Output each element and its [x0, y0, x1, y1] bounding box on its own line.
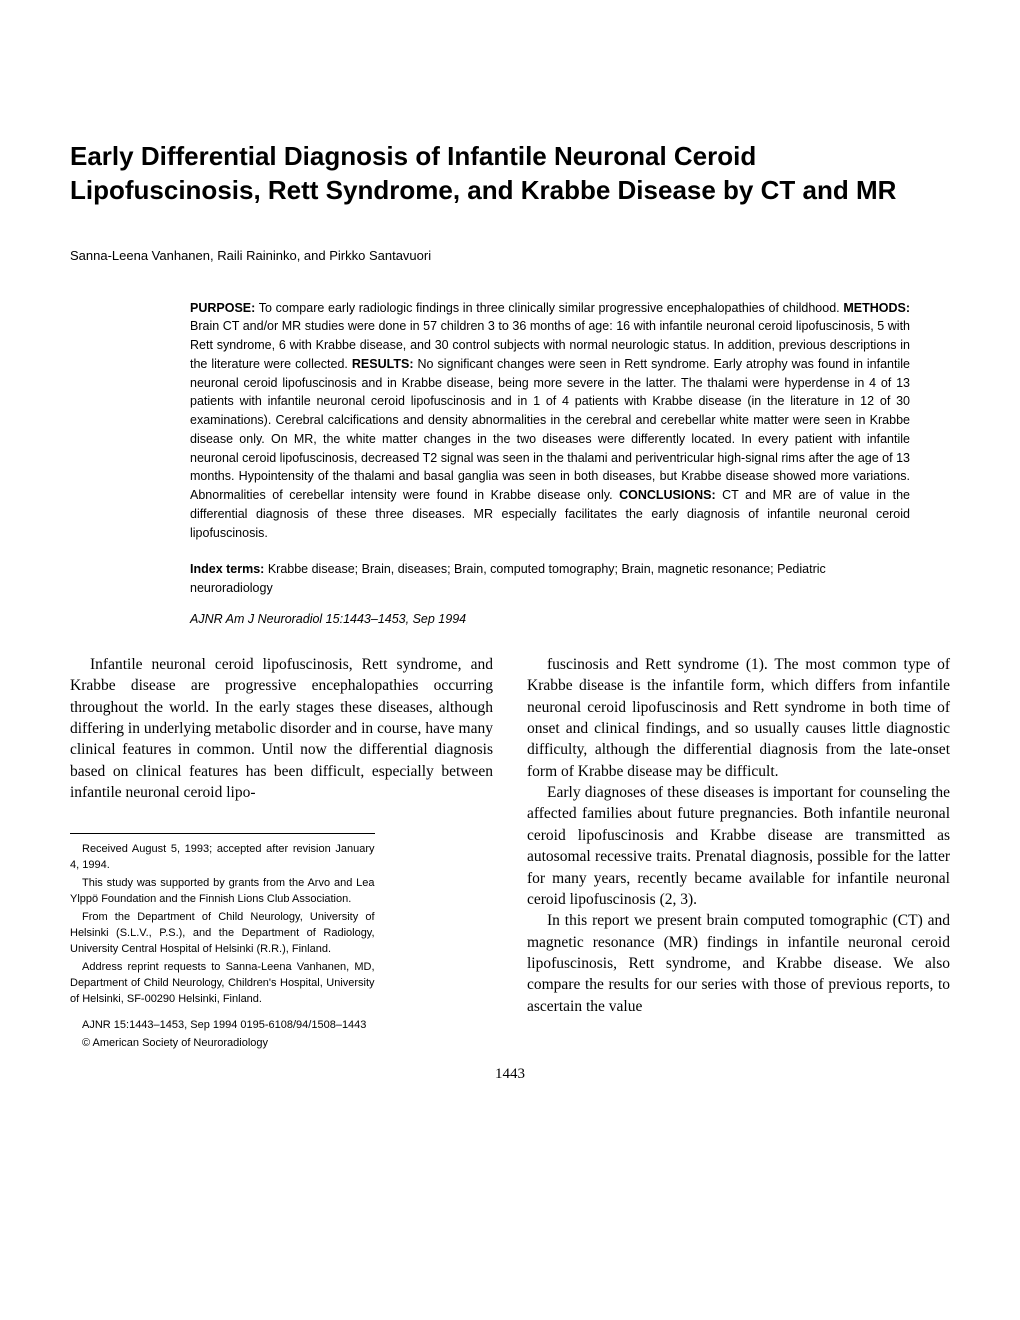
purpose-label: PURPOSE:: [190, 301, 255, 315]
index-terms: Index terms: Krabbe disease; Brain, dise…: [190, 560, 910, 598]
footnote-funding: This study was supported by grants from …: [70, 876, 375, 908]
abstract-text: PURPOSE: To compare early radiologic fin…: [190, 299, 910, 543]
left-column: Infantile neuronal ceroid lipofuscinosis…: [70, 654, 493, 1054]
body-paragraph: fuscinosis and Rett syndrome (1). The mo…: [527, 654, 950, 782]
page: Early Differential Diagnosis of Infantil…: [0, 0, 1020, 1123]
footnote-reprints: Address reprint requests to Sanna-Leena …: [70, 960, 375, 1008]
footnote-copyright: © American Society of Neuroradiology: [70, 1036, 375, 1052]
footnote-affiliation: From the Department of Child Neurology, …: [70, 910, 375, 958]
results-label: RESULTS:: [352, 357, 414, 371]
index-terms-label: Index terms:: [190, 562, 264, 576]
conclusions-label: CONCLUSIONS:: [619, 488, 716, 502]
page-number: 1443: [70, 1066, 950, 1083]
body-paragraph: Infantile neuronal ceroid lipofuscinosis…: [70, 654, 493, 804]
body-paragraph: In this report we present brain computed…: [527, 910, 950, 1017]
abstract-block: PURPOSE: To compare early radiologic fin…: [190, 299, 910, 626]
index-terms-text: Krabbe disease; Brain, diseases; Brain, …: [190, 562, 826, 595]
footnote-journal-id: AJNR 15:1443–1453, Sep 1994 0195-6108/94…: [70, 1018, 375, 1034]
right-column: fuscinosis and Rett syndrome (1). The mo…: [527, 654, 950, 1054]
journal-citation: AJNR Am J Neuroradiol 15:1443–1453, Sep …: [190, 612, 910, 626]
body-paragraph: Early diagnoses of these diseases is imp…: [527, 782, 950, 910]
footnotes-block: Received August 5, 1993; accepted after …: [70, 833, 375, 1051]
article-title: Early Differential Diagnosis of Infantil…: [70, 140, 950, 208]
body-columns: Infantile neuronal ceroid lipofuscinosis…: [70, 654, 950, 1054]
results-text: No significant changes were seen in Rett…: [190, 357, 910, 502]
purpose-text: To compare early radiologic findings in …: [255, 301, 843, 315]
footnote-received: Received August 5, 1993; accepted after …: [70, 842, 375, 874]
authors-line: Sanna-Leena Vanhanen, Raili Raininko, an…: [70, 248, 950, 263]
methods-label: METHODS:: [843, 301, 910, 315]
